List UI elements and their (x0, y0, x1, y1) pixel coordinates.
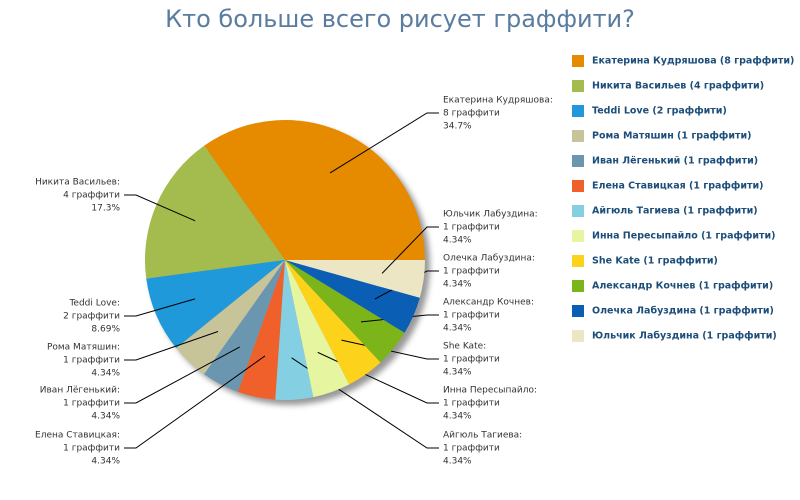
pie-slice (285, 260, 420, 333)
legend-swatch (572, 180, 584, 192)
legend-swatch (572, 205, 584, 217)
slice-label: Елена Ставицкая: (35, 431, 120, 441)
legend-label: Teddi Love (2 граффити) (592, 106, 727, 117)
legend-label: Олечка Лабуздина (1 граффити) (592, 306, 774, 317)
pie-slice (204, 260, 285, 392)
slice-percent: 4.34% (443, 324, 472, 334)
slice-count: 1 граффити (63, 356, 120, 366)
slice-label: Олечка Лабуздина: (443, 254, 535, 264)
leader-line (124, 331, 219, 361)
slice-label: Айгюль Тагиева: (443, 431, 522, 441)
pie-slice (285, 260, 350, 398)
slice-percent: 4.34% (443, 236, 472, 246)
legend-swatch (572, 305, 584, 317)
slice-percent: 4.34% (443, 457, 472, 467)
leader-line (381, 226, 439, 274)
pie-slice (275, 260, 314, 400)
leader-line (124, 298, 196, 317)
slice-count: 1 граффити (443, 223, 500, 233)
legend-label: Айгюль Тагиева (1 граффити) (592, 206, 758, 217)
legend-label: She Kate (1 граффити) (592, 256, 718, 267)
legend-swatch (572, 105, 584, 117)
legend-swatch (572, 155, 584, 167)
slice-count: 4 граффити (63, 191, 120, 201)
slice-count: 1 граффити (443, 444, 500, 454)
slice-label: Никита Васильев: (35, 178, 120, 188)
slice-count: 8 граффити (443, 109, 500, 119)
leader-line (329, 112, 439, 174)
slice-count: 1 граффити (63, 399, 120, 409)
slice-label: Екатерина Кудряшова: (443, 96, 553, 106)
slice-label: Александр Кочнев: (443, 298, 534, 308)
pie-slice (285, 260, 405, 363)
legend-label: Юльчик Лабуздина (1 граффити) (592, 331, 777, 342)
slice-count: 1 граффити (63, 444, 120, 454)
legend-label: Екатерина Кудряшова (8 граффити) (592, 56, 794, 67)
slice-percent: 4.34% (91, 369, 120, 379)
legend-swatch (572, 255, 584, 267)
pie-slice (237, 260, 285, 400)
legend-label: Иван Лёгенький (1 граффити) (592, 156, 758, 167)
pie-slice (285, 260, 381, 385)
legend-swatch (572, 55, 584, 67)
legend-swatch (572, 330, 584, 342)
slice-count: 2 граффити (63, 312, 120, 322)
chart-title: Кто больше всего рисует граффити? (165, 5, 635, 33)
slice-label: Teddi Love: (68, 299, 120, 309)
slice-percent: 4.34% (443, 368, 472, 378)
legend-label: Инна Пересыпайло (1 граффити) (592, 231, 776, 242)
slice-count: 1 граффити (443, 311, 500, 321)
slice-percent: 8.69% (91, 325, 120, 335)
legend-label: Рома Матяшин (1 граффити) (592, 131, 752, 142)
legend-swatch (572, 80, 584, 92)
leader-line (124, 355, 266, 449)
slice-label: Юльчик Лабуздина: (443, 210, 538, 220)
pie-slice (204, 120, 425, 260)
slice-percent: 34.7% (443, 122, 472, 132)
leader-line (124, 194, 196, 222)
legend-swatch (572, 130, 584, 142)
slice-count: 1 граффити (443, 355, 500, 365)
legend: Екатерина Кудряшова (8 граффити) Никита В… (572, 55, 794, 342)
slice-count: 1 граффити (443, 399, 500, 409)
pie-slice (285, 260, 425, 298)
slice-percent: 4.34% (91, 457, 120, 467)
slice-label: Иван Лёгенький: (40, 386, 120, 396)
slice-percent: 4.34% (443, 280, 472, 290)
pie-slice (145, 145, 285, 279)
legend-label: Никита Васильев (4 граффити) (592, 81, 764, 92)
slice-percent: 4.34% (443, 412, 472, 422)
slice-percent: 4.34% (91, 412, 120, 422)
legend-swatch (572, 230, 584, 242)
slice-label: She Kate: (443, 342, 486, 352)
slice-percent: 17.3% (91, 204, 120, 214)
legend-swatch (572, 280, 584, 292)
pie-slice (146, 260, 285, 349)
leader-line (124, 346, 241, 404)
pie-slice (176, 260, 285, 375)
slice-label: Рома Матяшин: (47, 343, 120, 353)
legend-label: Елена Ставицкая (1 граффити) (592, 181, 763, 192)
slice-count: 1 граффити (443, 267, 500, 277)
slice-label: Инна Пересыпайло: (443, 386, 537, 396)
legend-label: Александр Кочнев (1 граффити) (592, 281, 773, 292)
